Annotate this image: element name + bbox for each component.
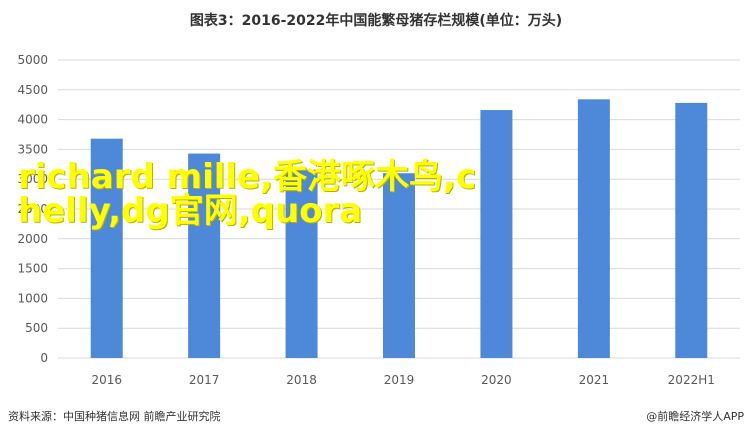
y-tick-label: 1500 bbox=[17, 262, 48, 276]
y-tick-label: 500 bbox=[25, 321, 48, 335]
bar bbox=[383, 173, 415, 358]
y-tick-label: 1000 bbox=[17, 291, 48, 305]
y-tick-label: 0 bbox=[40, 351, 48, 365]
x-tick-label: 2018 bbox=[286, 373, 317, 387]
y-tick-label: 2500 bbox=[17, 202, 48, 216]
x-tick-label: 2017 bbox=[189, 373, 220, 387]
overlay-text: richard mille,香港啄木鸟,chelly,dg官网,quora bbox=[18, 157, 477, 231]
y-tick-label: 5000 bbox=[17, 53, 48, 67]
x-tick-label: 2020 bbox=[481, 373, 512, 387]
brand-label: @前瞻经济学人APP bbox=[646, 410, 744, 423]
source-note: 资料来源：中国种猪信息网 前瞻产业研究院 bbox=[8, 410, 221, 423]
y-tick-label: 3500 bbox=[17, 142, 48, 156]
y-tick-label: 3000 bbox=[17, 172, 48, 186]
y-tick-label: 2000 bbox=[17, 232, 48, 246]
x-tick-label: 2022H1 bbox=[668, 373, 715, 387]
x-tick-label: 2021 bbox=[579, 373, 610, 387]
bar bbox=[480, 110, 513, 359]
bar bbox=[675, 102, 708, 358]
y-tick-label: 4000 bbox=[17, 113, 48, 127]
bar bbox=[285, 169, 318, 358]
x-tick-label: 2019 bbox=[384, 373, 415, 387]
chart-title: 图表3：2016-2022年中国能繁母猪存栏规模(单位：万头) bbox=[189, 13, 563, 29]
x-tick-label: 2016 bbox=[91, 373, 122, 387]
y-tick-label: 4500 bbox=[17, 83, 48, 97]
bar bbox=[577, 99, 610, 358]
bar bbox=[188, 153, 221, 358]
bar bbox=[90, 138, 123, 358]
